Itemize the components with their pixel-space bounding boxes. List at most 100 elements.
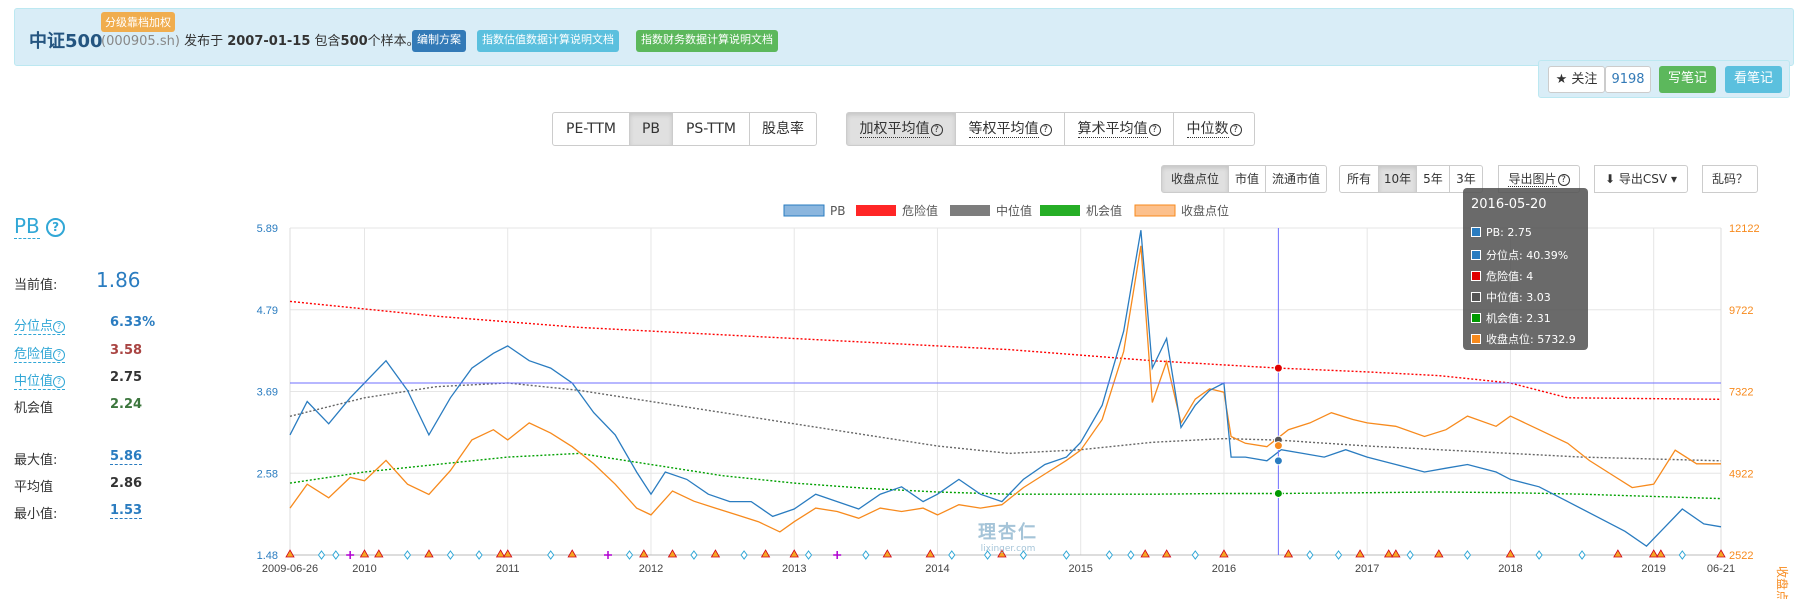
tab-median[interactable]: 中位数? xyxy=(1173,112,1255,146)
tab-pb[interactable]: PB xyxy=(629,112,673,146)
stat-row: 分位点? 6.33% xyxy=(14,315,155,335)
current-value-label: 当前值: xyxy=(14,278,58,293)
legend-label: 机会值 xyxy=(1086,203,1122,218)
tooltip-row: 收盘点位: 5732.9 xyxy=(1471,331,1576,347)
follow-panel: ★ 关注 9198 写笔记 看笔记 xyxy=(1538,60,1790,98)
event-triangle-marker xyxy=(567,549,577,558)
help-icon[interactable]: ? xyxy=(1148,124,1161,136)
help-icon[interactable]: ? xyxy=(930,124,943,136)
tooltip-row: 危险值: 4 xyxy=(1471,268,1533,284)
tab-pe-ttm[interactable]: PE-TTM xyxy=(552,112,630,146)
help-icon[interactable]: ? xyxy=(53,376,66,388)
event-markers xyxy=(285,549,1726,560)
y-right-tick: 2522 xyxy=(1729,550,1753,562)
chart-legend: PB 危险值 中位值 机会值 收盘点位 xyxy=(783,203,1229,218)
follow-count: 9198 xyxy=(1605,66,1651,93)
export-image-label: 导出图片 xyxy=(1508,172,1557,187)
chart-series xyxy=(289,230,1722,547)
y-left-tick: 3.69 xyxy=(257,387,278,399)
series-close-line xyxy=(289,245,1721,533)
valuation-doc-button[interactable]: 指数估值数据计算说明文档 xyxy=(477,30,619,52)
event-triangle-marker xyxy=(997,549,1007,558)
tooltip-swatch xyxy=(1471,292,1481,302)
stat-label[interactable]: 分位点? xyxy=(14,319,66,335)
tab-range-all[interactable]: 所有 xyxy=(1339,165,1379,193)
tab-equal-weight-avg[interactable]: 等权平均值? xyxy=(955,112,1065,146)
event-triangle-marker xyxy=(1219,549,1229,558)
tab-range-5y[interactable]: 5年 xyxy=(1416,165,1450,193)
event-diamond-marker xyxy=(1535,550,1543,560)
tier-badge: 分级靠档加权 xyxy=(101,12,175,32)
event-triangle-marker xyxy=(1140,549,1150,558)
legend-swatch xyxy=(783,204,825,217)
y-right-tick: 7322 xyxy=(1729,387,1753,399)
y-right-axis: 12122 9722 7322 4922 2522 xyxy=(1729,223,1760,562)
tooltip-value: 危险值: 4 xyxy=(1486,270,1534,283)
event-triangle-marker xyxy=(925,549,935,558)
method-button[interactable]: 编制方案 xyxy=(412,30,466,52)
help-icon[interactable]: ? xyxy=(46,218,66,237)
stat-value: 2.24 xyxy=(110,397,143,412)
tab-weighted-avg[interactable]: 加权平均值? xyxy=(846,112,956,146)
tab-dividend-yield[interactable]: 股息率 xyxy=(749,112,817,146)
event-triangle-marker xyxy=(639,549,649,558)
event-triangle-marker xyxy=(789,549,799,558)
event-triangle-marker xyxy=(424,549,434,558)
crosshair xyxy=(290,228,1721,555)
garbled-group: 乱码？ xyxy=(1702,165,1758,193)
garbled-help-button[interactable]: 乱码？ xyxy=(1702,165,1758,193)
event-triangle-marker xyxy=(1355,549,1365,558)
export-csv-label: 导出CSV xyxy=(1618,172,1668,186)
tab-range-10y[interactable]: 10年 xyxy=(1378,165,1417,193)
write-note-button[interactable]: 写笔记 xyxy=(1659,66,1716,93)
series-opportunity-line xyxy=(289,452,1722,500)
legend-swatch xyxy=(1134,204,1176,217)
watermark-logo: 理杏仁 lixinger.com xyxy=(978,518,1038,554)
tooltip-row: 机会值: 2.31 xyxy=(1471,310,1551,326)
x-tick: 2018 xyxy=(1498,563,1522,575)
help-icon[interactable]: ? xyxy=(53,321,66,333)
tooltip-value: 收盘点位: 5732.9 xyxy=(1486,333,1576,346)
event-triangle-marker xyxy=(1383,549,1394,558)
event-diamond-marker xyxy=(740,550,748,560)
y-left-tick: 1.48 xyxy=(257,550,278,562)
tab-close-price[interactable]: 收盘点位 xyxy=(1161,165,1229,193)
x-tick: 2012 xyxy=(639,563,663,575)
stat-label: 平均值 xyxy=(14,480,54,495)
stat-row: 中位值? 2.75 xyxy=(14,370,142,390)
tab-ps-ttm[interactable]: PS-TTM xyxy=(672,112,750,146)
tab-arithmetic-avg[interactable]: 算术平均值? xyxy=(1064,112,1174,146)
event-triangle-marker xyxy=(1648,549,1659,558)
event-diamond-marker xyxy=(547,550,555,560)
help-icon[interactable]: ? xyxy=(1229,124,1242,136)
stat-row: 危险值? 3.58 xyxy=(14,343,142,363)
weighted-avg-label: 加权平均值 xyxy=(859,121,930,138)
help-icon[interactable]: ? xyxy=(1039,124,1052,136)
export-csv-button[interactable]: ⬇ 导出CSV ▾ xyxy=(1594,165,1688,193)
follow-button[interactable]: ★ 关注 xyxy=(1548,66,1605,93)
pb-chart[interactable]: PB 危险值 中位值 机会值 收盘点位 5.894.793.692.581.48 121… xyxy=(0,195,1799,599)
help-icon[interactable]: ? xyxy=(53,349,66,361)
event-triangle-marker xyxy=(1505,549,1516,558)
stat-label[interactable]: 中位值? xyxy=(14,374,66,390)
tooltip-swatch xyxy=(1471,250,1481,260)
chart-tooltip: 2016-05-20 PB: 2.75 分位点: 40.39% 危险值: 4 中位值:… xyxy=(1463,188,1588,350)
published-date: 2007-01-15 xyxy=(227,34,311,49)
event-diamond-marker xyxy=(625,550,634,560)
stat-row: 最大值: 5.86 xyxy=(14,449,143,468)
finance-doc-button[interactable]: 指数财务数据计算说明文档 xyxy=(636,30,778,52)
event-diamond-marker xyxy=(1463,550,1472,560)
tab-market-cap[interactable]: 市值 xyxy=(1228,165,1266,193)
event-diamond-marker xyxy=(1306,550,1314,560)
help-icon[interactable]: ? xyxy=(1557,174,1570,186)
crosshair-point-opportunity xyxy=(1273,488,1283,498)
x-axis: 2009-06-26 2010 2011 2012 2013 2014 2015 2016 20… xyxy=(262,563,1735,575)
event-diamond-marker xyxy=(948,550,956,560)
stat-label[interactable]: 危险值? xyxy=(14,347,66,363)
crosshair-point-danger xyxy=(1273,363,1283,373)
stat-row: 平均值 2.86 xyxy=(14,476,142,495)
view-note-button[interactable]: 看笔记 xyxy=(1725,66,1782,93)
event-triangle-marker xyxy=(1391,549,1401,558)
tab-float-market-cap[interactable]: 流通市值 xyxy=(1265,165,1327,193)
y-right-tick: 12122 xyxy=(1729,223,1760,235)
